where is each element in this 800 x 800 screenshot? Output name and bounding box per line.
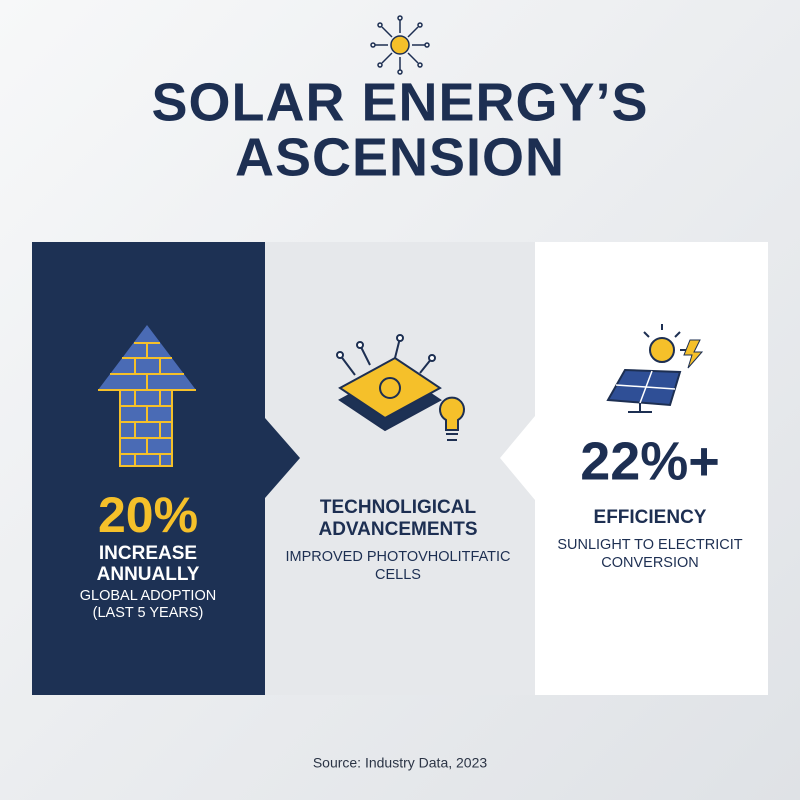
panel-background [500, 242, 768, 695]
panel-heading: EFFICIENCY [594, 507, 707, 528]
growth-arrow-icon [98, 325, 196, 467]
panel-heading: ADVANCEMENTS [318, 519, 477, 540]
panel-detail: CELLS [375, 567, 421, 583]
panel-background [32, 242, 300, 695]
title-line: SOLAR ENERGY’S [151, 72, 648, 132]
stat-value: 22%+ [580, 431, 720, 491]
sun-circuit-icon [370, 15, 430, 75]
panel-detail: IMPROVED PHOTOVHOLITFATIC [285, 549, 510, 565]
solar-panel-icon [606, 324, 704, 413]
panel-heading: TECHNOLIGICAL [320, 497, 477, 518]
panel-detail: CONVERSION [601, 555, 699, 571]
title-line: ASCENSION [235, 127, 565, 187]
panel-background [265, 242, 537, 695]
chip-icon [336, 334, 465, 441]
stat-value: 20% [98, 487, 198, 543]
panel-detail: GLOBAL ADOPTION [80, 588, 216, 604]
panel-detail: SUNLIGHT TO ELECTRICIT [557, 537, 742, 553]
source-note: Source: Industry Data, 2023 [313, 755, 488, 771]
panel-detail: (LAST 5 YEARS) [93, 605, 204, 621]
panel-heading: ANNUALLY [97, 564, 200, 585]
panel-heading: INCREASE [99, 543, 197, 564]
